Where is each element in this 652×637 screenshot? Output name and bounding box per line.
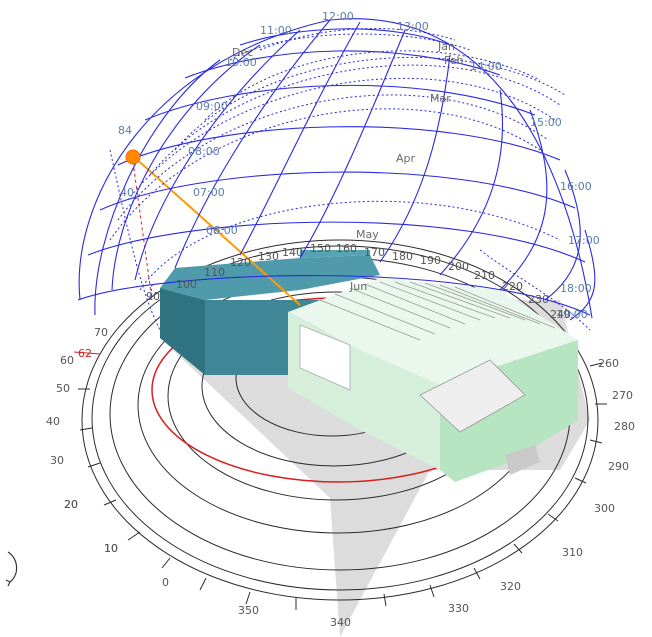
hour-label: 18:00 <box>560 282 592 295</box>
month-label: Jun <box>349 280 367 293</box>
hour-label: 15:00 <box>530 116 562 129</box>
azimuth-label: 230 <box>528 293 549 306</box>
azimuth-label: 270 <box>612 389 633 402</box>
azimuth-label: 10 <box>104 542 118 555</box>
altitude-label: 70 <box>94 326 108 339</box>
azimuth-label: 130 <box>258 250 279 263</box>
sun-drop-line <box>132 161 153 301</box>
azimuth-labels: 90 100 110 120 130 140 150 160 170 180 1… <box>64 242 635 629</box>
azimuth-label: 160 <box>336 242 357 255</box>
month-labels: Jan Feb Mar Apr May Dec Jun <box>232 40 463 293</box>
altitude-label: 10 <box>104 542 118 555</box>
month-label: Jan <box>437 40 455 53</box>
north-arrow-icon <box>5 551 18 587</box>
hour-label: 11:00 <box>260 24 292 37</box>
month-label: May <box>356 228 379 241</box>
hour-labels: 09:00 08:00 07:00 06:00 11:00 12:00 13:0… <box>188 10 600 321</box>
azimuth-label: 300 <box>594 502 615 515</box>
sun-path-grid <box>77 18 596 321</box>
month-label: Feb <box>444 54 463 67</box>
altitude-label: 50 <box>56 382 70 395</box>
altitude-label: 30 <box>50 454 64 467</box>
sun-altitude-label: 62 <box>78 347 92 360</box>
azimuth-label: 260 <box>598 357 619 370</box>
month-label: Apr <box>396 152 416 165</box>
month-label: Dec <box>232 46 253 59</box>
azimuth-label: 120 <box>230 256 251 269</box>
hour-label: 09:00 <box>196 100 228 113</box>
azimuth-label: 0 <box>162 576 169 589</box>
hour-label: 06:00 <box>206 224 238 237</box>
azimuth-label: 200 <box>448 260 469 273</box>
azimuth-ticks <box>78 362 607 610</box>
altitude-labels: 70 60 50 40 30 20 10 <box>46 326 118 555</box>
azimuth-label: 170 <box>364 246 385 259</box>
sun-marker <box>125 149 141 165</box>
azimuth-label: 310 <box>562 546 583 559</box>
hour-label: 13:00 <box>397 20 429 33</box>
azimuth-label: 150 <box>310 242 331 255</box>
sun-position-label: 40 <box>120 186 134 199</box>
hour-label: 16:00 <box>560 180 592 193</box>
sun-position-label: 84 <box>118 124 132 137</box>
azimuth-label: 90 <box>146 290 160 303</box>
month-label: Mar <box>430 92 451 105</box>
azimuth-label: 100 <box>176 278 197 291</box>
azimuth-label: 290 <box>608 460 629 473</box>
azimuth-label: 210 <box>474 269 495 282</box>
hour-label: 19:00 <box>556 308 588 321</box>
azimuth-label: 350 <box>238 604 259 617</box>
azimuth-label: 20 <box>64 498 78 511</box>
azimuth-label: 190 <box>420 254 441 267</box>
azimuth-label: 240 <box>550 308 571 321</box>
hour-label: 14:00 <box>470 60 502 73</box>
azimuth-label: 340 <box>330 616 351 629</box>
azimuth-label: 320 <box>500 580 521 593</box>
altitude-label: 20 <box>64 498 78 511</box>
building-light-block <box>288 278 578 482</box>
hour-label: 08:00 <box>188 145 220 158</box>
azimuth-label: 110 <box>204 266 225 279</box>
altitude-label: 40 <box>46 415 60 428</box>
azimuth-label: 330 <box>448 602 469 615</box>
sun-ray <box>132 155 301 306</box>
altitude-label: 60 <box>60 354 74 367</box>
azimuth-label: 220 <box>502 280 523 293</box>
hour-label: 07:00 <box>193 186 225 199</box>
azimuth-label: 140 <box>282 246 303 259</box>
hour-label: 12:00 <box>322 10 354 23</box>
month-path-curves <box>109 28 591 331</box>
hour-label: 10:00 <box>225 56 257 69</box>
azimuth-label: 280 <box>614 420 635 433</box>
hour-label: 17:00 <box>568 234 600 247</box>
sun-altitude-marker <box>73 351 101 355</box>
azimuth-label: 180 <box>392 250 413 263</box>
